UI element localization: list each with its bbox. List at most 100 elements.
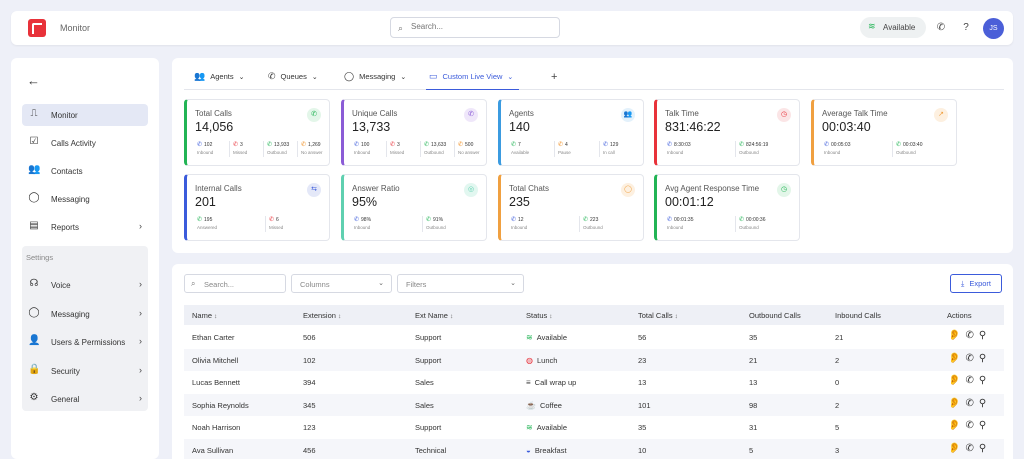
column-header[interactable]: Total Calls ↕ — [638, 311, 678, 320]
add-tab-icon[interactable]: + — [551, 71, 558, 83]
sort-icon[interactable]: ↕ — [337, 313, 342, 320]
stat-card-breakdown: ✆ 8:30:03 Inbound ✆ 824:56:19 Outbound — [665, 141, 795, 157]
stat-card-unique-calls[interactable]: Unique Calls 13,733 ✆ ✆ 100 Inbound ✆ 3 Missed ✆ 1… — [341, 99, 487, 166]
stat-card-total-calls[interactable]: Total Calls 14,056 ✆ ✆ 102 Inbound ✆ 3 Missed ✆ 13… — [184, 99, 330, 166]
table-row[interactable]: Olivia Mitchell 102 Support ◍ Lunch 23 21 2 👂 ✆ ⚲ — [184, 348, 1004, 371]
global-search[interactable]: ⌕ — [390, 17, 560, 38]
stat-breakdown-label: Missed — [390, 150, 405, 155]
whisper-call-icon[interactable]: ✆ — [965, 352, 974, 364]
listen-icon[interactable]: 👂 — [948, 420, 961, 432]
sort-icon[interactable]: ↕ — [449, 313, 454, 320]
row-actions: 👂 ✆ ⚲ — [948, 420, 991, 431]
listen-icon[interactable]: 👂 — [948, 330, 961, 341]
filters-dropdown[interactable]: Filters ⌄ — [397, 274, 524, 293]
listen-icon[interactable]: 👂 — [948, 375, 961, 387]
stat-breakdown-item: ✆ 8:30:03 Inbound — [665, 141, 691, 157]
table-cell-name: Ethan Carter — [192, 333, 235, 342]
export-label: Export — [969, 279, 991, 288]
stat-breakdown-item: ✆ 00:01:35 Inbound — [665, 216, 694, 232]
whisper-call-icon[interactable]: ✆ — [965, 443, 974, 454]
table-row[interactable]: Ethan Carter 506 Support ≋ Available 56 35 21 👂 ✆… — [184, 326, 1004, 348]
settings-item-voice[interactable]: ☊ Voice › — [22, 274, 148, 296]
phone-icon[interactable]: ✆ — [936, 22, 946, 33]
column-header[interactable]: Ext Name ↕ — [415, 311, 454, 320]
barge-in-icon[interactable]: ⚲ — [978, 397, 987, 409]
column-header[interactable]: Status ↕ — [526, 311, 553, 320]
sidebar-item-monitor[interactable]: ⎍ Monitor — [22, 104, 148, 126]
report-icon: ▤ — [29, 220, 39, 231]
stat-breakdown-item: ✆ 91% Outbound — [422, 216, 446, 232]
barge-in-icon[interactable]: ⚲ — [978, 375, 987, 387]
whisper-call-icon[interactable]: ✆ — [965, 375, 974, 387]
settings-title: Settings — [26, 253, 54, 262]
table-row[interactable]: Sophia Reynolds 345 Sales ☕ Coffee 101 98 2 👂 ✆ ⚲ — [184, 393, 1004, 416]
barge-in-icon[interactable]: ⚲ — [978, 352, 987, 364]
search-input[interactable] — [411, 22, 551, 31]
sidebar-item-messaging[interactable]: ◯ Messaging — [22, 188, 148, 210]
stat-breakdown-value: 98% — [361, 217, 372, 223]
stat-breakdown-value: 00:00:36 — [746, 217, 766, 223]
column-header[interactable]: Inbound Calls — [835, 311, 881, 320]
stat-card-title: Average Talk Time — [822, 109, 888, 118]
stat-card-answer-ratio[interactable]: Answer Ratio 95% ◎ ✆ 98% Inbound ✆ 91% Outbound — [341, 174, 487, 241]
stat-card-internal-calls[interactable]: Internal Calls 201 ⇆ ✆ 195 Answered ✆ 6 Missed — [184, 174, 330, 241]
stat-card-value: 140 — [509, 120, 530, 134]
avatar[interactable]: JS — [983, 18, 1004, 39]
stat-breakdown-item: ✆ 100 Inbound — [352, 141, 370, 157]
settings-item-messaging[interactable]: ◯ Messaging › — [22, 303, 148, 325]
table-cell-ext: 456 — [303, 446, 316, 455]
availability-status-button[interactable]: ≋ Available — [860, 17, 926, 38]
sort-icon[interactable]: ↕ — [549, 313, 553, 320]
stat-card-title: Talk Time — [665, 109, 699, 118]
table-cell-ext: 102 — [303, 355, 316, 365]
help-icon[interactable]: ? — [963, 22, 969, 33]
tab-custom-live-view[interactable]: ▭ Custom Live View ⌄ — [426, 71, 520, 90]
column-header[interactable]: Name ↕ — [192, 311, 218, 320]
stat-card-agents[interactable]: Agents 140 👥 ✆ 7 Available ✆ 4 Pause ✆ 129 In call — [498, 99, 644, 166]
table-row[interactable]: Noah Harrison 123 Support ≋ Available 35 31 5 👂 ✆… — [184, 416, 1004, 438]
tab-messaging[interactable]: ◯ Messaging ⌄ — [344, 71, 406, 90]
listen-icon[interactable]: 👂 — [948, 397, 961, 409]
column-header[interactable]: Extension ↕ — [303, 311, 342, 320]
stat-breakdown-label: Outbound — [583, 225, 603, 230]
stat-card-value: 14,056 — [195, 120, 234, 134]
settings-item-users-permissions[interactable]: 👤 Users & Permissions › — [22, 331, 148, 353]
sort-icon[interactable]: ↕ — [674, 313, 678, 320]
listen-icon[interactable]: 👂 — [948, 352, 961, 364]
export-button[interactable]: ⤓ Export — [950, 274, 1002, 293]
app-logo[interactable] — [28, 19, 46, 37]
table-cell-ext: 394 — [303, 378, 316, 388]
stat-breakdown-item: ✆ 3 Missed — [229, 141, 247, 157]
settings-item-security[interactable]: 🔒 Security › — [22, 360, 148, 382]
stat-card-avg-agent-response-time[interactable]: Avg Agent Response Time 00:01:12 ◷ ✆ 00:01:3… — [654, 174, 800, 241]
settings-item-general[interactable]: ⚙ General › — [22, 388, 148, 410]
barge-in-icon[interactable]: ⚲ — [978, 420, 987, 432]
barge-in-icon[interactable]: ⚲ — [978, 443, 987, 454]
table-search[interactable]: ⌕ Search... — [184, 274, 286, 293]
table-row[interactable]: Lucas Bennett 394 Sales ≡ Call wrap up 13 13 0 👂… — [184, 371, 1004, 393]
stat-card-average-talk-time[interactable]: Average Talk Time 00:03:40 ↗ ✆ 00:05:03 Inbou… — [811, 99, 957, 166]
table-row[interactable]: Ava Sullivan 456 Technical ◒ Breakfast 10 5 3 👂 ✆… — [184, 439, 1004, 459]
sidebar-item-contacts[interactable]: 👥 Contacts — [22, 160, 148, 182]
column-header[interactable]: Outbound Calls — [749, 311, 801, 320]
stat-breakdown-label: Outbound — [426, 225, 446, 230]
sidebar-item-reports[interactable]: ▤ Reports › — [22, 216, 148, 238]
phone-icon: ✆ — [603, 142, 609, 148]
stat-card-talk-time[interactable]: Talk Time 831:46:22 ◷ ✆ 8:30:03 Inbound ✆ 824:5… — [654, 99, 800, 166]
tab-queues[interactable]: ✆ Queues ⌄ — [268, 71, 318, 90]
stat-breakdown-label: Available — [511, 150, 530, 155]
stat-breakdown-item: ✆ 1,269 No answer — [297, 141, 323, 157]
user-settings-icon: 👤 — [28, 335, 41, 346]
table-search-input[interactable]: Search... — [204, 280, 235, 289]
whisper-call-icon[interactable]: ✆ — [965, 420, 974, 432]
whisper-call-icon[interactable]: ✆ — [965, 330, 974, 341]
sidebar-item-calls-activity[interactable]: ☑ Calls Activity — [22, 132, 148, 154]
listen-icon[interactable]: 👂 — [948, 443, 961, 454]
back-arrow-icon[interactable]: ← — [27, 73, 40, 88]
barge-in-icon[interactable]: ⚲ — [978, 330, 987, 341]
tab-agents[interactable]: 👥 Agents ⌄ — [194, 71, 244, 90]
whisper-call-icon[interactable]: ✆ — [965, 397, 974, 409]
sort-icon[interactable]: ↕ — [214, 313, 218, 320]
columns-dropdown[interactable]: Columns ⌄ — [291, 274, 392, 293]
stat-card-total-chats[interactable]: Total Chats 235 ◯ ✆ 12 Inbound ✆ 223 Outbound — [498, 174, 644, 241]
